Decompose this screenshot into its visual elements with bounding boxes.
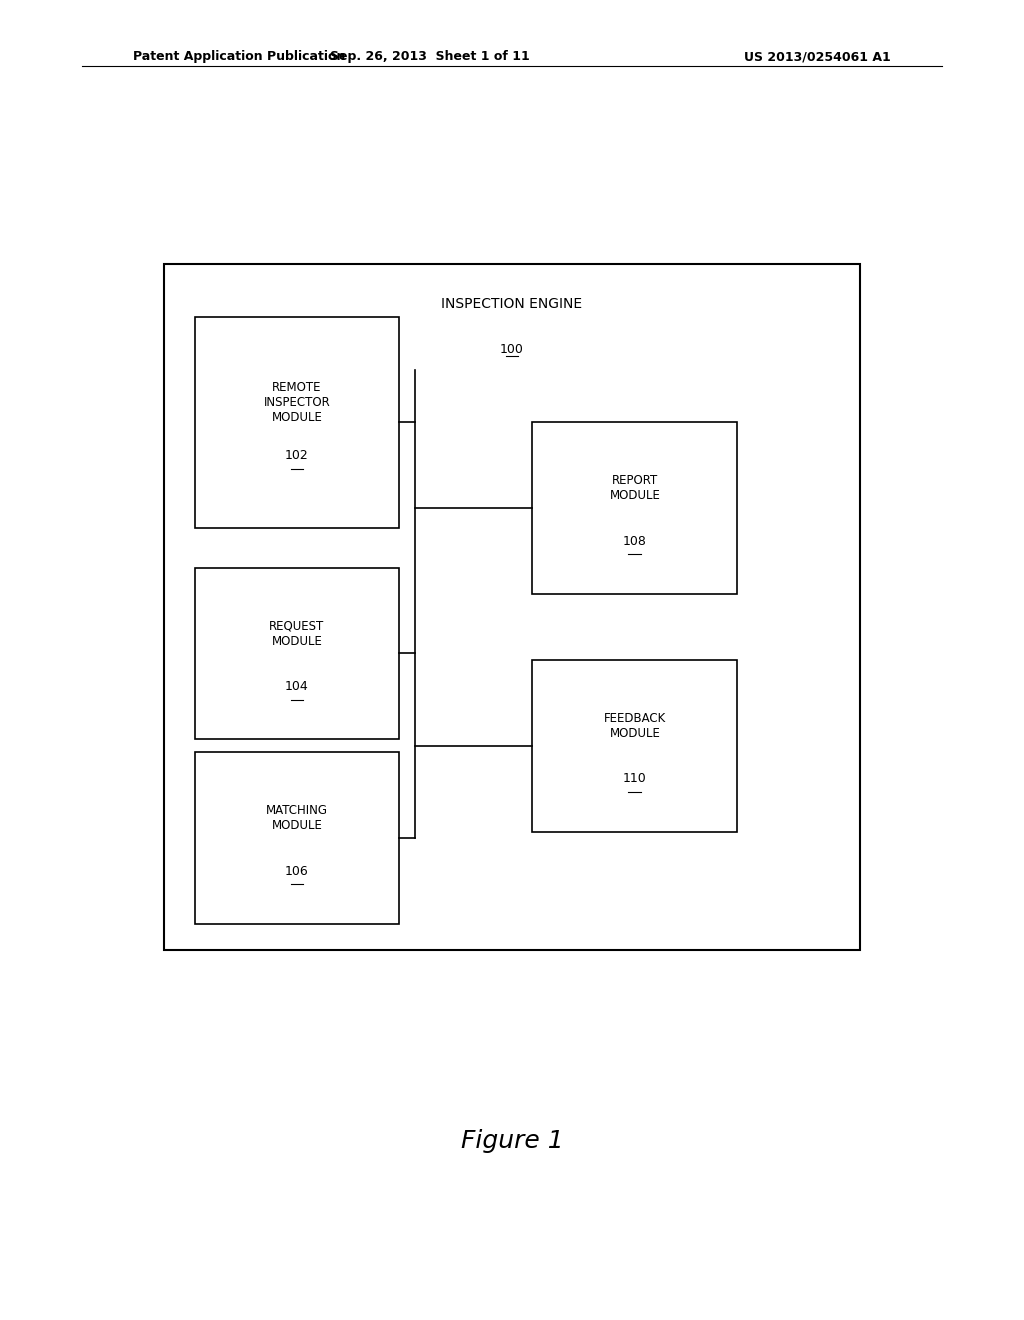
Text: 104: 104	[285, 680, 309, 693]
FancyBboxPatch shape	[195, 317, 399, 528]
Text: 106: 106	[285, 865, 309, 878]
Text: REMOTE
INSPECTOR
MODULE: REMOTE INSPECTOR MODULE	[263, 381, 331, 424]
Text: REPORT
MODULE: REPORT MODULE	[609, 474, 660, 503]
Text: 110: 110	[623, 772, 647, 785]
FancyBboxPatch shape	[532, 660, 737, 832]
FancyBboxPatch shape	[164, 264, 860, 950]
Text: MATCHING
MODULE: MATCHING MODULE	[266, 804, 328, 833]
Text: US 2013/0254061 A1: US 2013/0254061 A1	[744, 50, 891, 63]
Text: 108: 108	[623, 535, 647, 548]
Text: Figure 1: Figure 1	[461, 1129, 563, 1152]
FancyBboxPatch shape	[195, 568, 399, 739]
FancyBboxPatch shape	[195, 752, 399, 924]
Text: 102: 102	[285, 449, 309, 462]
Text: REQUEST
MODULE: REQUEST MODULE	[269, 619, 325, 648]
Text: INSPECTION ENGINE: INSPECTION ENGINE	[441, 297, 583, 312]
FancyBboxPatch shape	[532, 422, 737, 594]
Text: FEEDBACK
MODULE: FEEDBACK MODULE	[604, 711, 666, 741]
Text: Sep. 26, 2013  Sheet 1 of 11: Sep. 26, 2013 Sheet 1 of 11	[330, 50, 530, 63]
Text: 100: 100	[500, 343, 524, 356]
Text: Patent Application Publication: Patent Application Publication	[133, 50, 345, 63]
